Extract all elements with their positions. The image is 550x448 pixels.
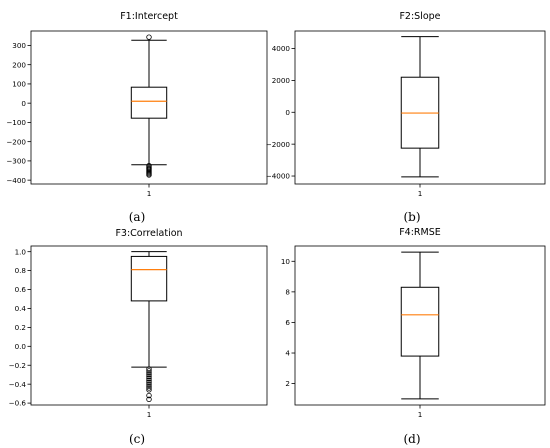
y-tick-label: 6 bbox=[285, 318, 290, 327]
y-tick-label: 100 bbox=[12, 80, 26, 89]
x-tick-label: 1 bbox=[418, 410, 423, 419]
y-tick-label: 0 bbox=[21, 99, 26, 108]
y-tick-label: 10 bbox=[281, 257, 291, 266]
x-tick-label: 1 bbox=[147, 189, 152, 198]
panel-label: (c) bbox=[129, 432, 145, 446]
outlier-point bbox=[146, 385, 152, 391]
outlier-point bbox=[146, 387, 152, 393]
outlier-point bbox=[146, 392, 152, 399]
outlier-point bbox=[146, 366, 152, 372]
outlier-point bbox=[146, 368, 152, 374]
y-tick-label: −0.6 bbox=[9, 399, 27, 408]
chart-title: F1:Intercept bbox=[120, 11, 178, 22]
y-tick-label: 0.2 bbox=[15, 323, 26, 332]
chart-title: F4:RMSE bbox=[399, 227, 441, 238]
y-tick-label: 200 bbox=[12, 60, 26, 69]
chart-title: F3:Correlation bbox=[115, 228, 182, 239]
y-tick-label: −2000 bbox=[266, 140, 291, 149]
y-tick-label: 4000 bbox=[272, 44, 291, 53]
panel-label: (b) bbox=[403, 210, 420, 224]
interquartile-box bbox=[130, 86, 168, 119]
outlier-point bbox=[146, 373, 152, 380]
y-tick-label: 0.6 bbox=[15, 285, 27, 294]
y-tick-label: 1.0 bbox=[15, 247, 27, 256]
outlier-point bbox=[146, 34, 152, 40]
y-tick-label: 0.4 bbox=[15, 304, 27, 313]
chart-panel: F1:Intercept −400 −300 −200 −100 0 100 200 300 1 (… bbox=[6, 11, 268, 224]
y-tick-label: −400 bbox=[6, 176, 26, 185]
y-tick-label: −300 bbox=[6, 157, 26, 166]
chart-panel: F4:RMSE 2 4 6 8 10 1 (d) bbox=[281, 227, 546, 446]
chart-panel: F3:Correlation −0.6 −0.4 −0.2 0.0 0.2 0.4 0.6 0.… bbox=[9, 228, 268, 446]
y-tick-label: −4000 bbox=[266, 172, 291, 181]
outlier-point bbox=[146, 375, 152, 382]
outlier-point bbox=[146, 372, 152, 378]
outlier-point bbox=[146, 370, 152, 376]
y-tick-label: 2 bbox=[285, 379, 290, 388]
y-tick-label: −0.2 bbox=[9, 361, 26, 370]
outlier-point bbox=[146, 377, 152, 384]
x-tick-label: 1 bbox=[147, 410, 152, 419]
panel-label: (d) bbox=[403, 432, 420, 446]
interquartile-box bbox=[130, 255, 168, 302]
y-tick-label: 0.8 bbox=[15, 266, 27, 275]
outlier-point bbox=[146, 396, 152, 403]
y-tick-label: 8 bbox=[285, 287, 290, 296]
y-tick-label: 0 bbox=[285, 108, 290, 117]
outlier-point bbox=[146, 383, 152, 389]
outlier-point bbox=[146, 381, 152, 387]
y-tick-label: −100 bbox=[6, 118, 26, 127]
panel-label: (a) bbox=[129, 210, 146, 224]
y-tick-label: −0.4 bbox=[9, 380, 27, 389]
outlier-point bbox=[146, 172, 152, 178]
chart-panel: F2:Slope −4000 −2000 0 2000 4000 1 (b) bbox=[266, 11, 546, 224]
y-tick-label: −200 bbox=[6, 137, 26, 146]
outlier-point bbox=[146, 379, 152, 385]
y-tick-label: 2000 bbox=[272, 76, 291, 85]
y-tick-label: 4 bbox=[285, 349, 290, 358]
x-tick-label: 1 bbox=[418, 189, 423, 198]
y-tick-label: 0.0 bbox=[15, 342, 27, 351]
y-tick-label: 300 bbox=[12, 41, 26, 50]
chart-title: F2:Slope bbox=[399, 11, 440, 22]
interquartile-box bbox=[400, 286, 440, 357]
